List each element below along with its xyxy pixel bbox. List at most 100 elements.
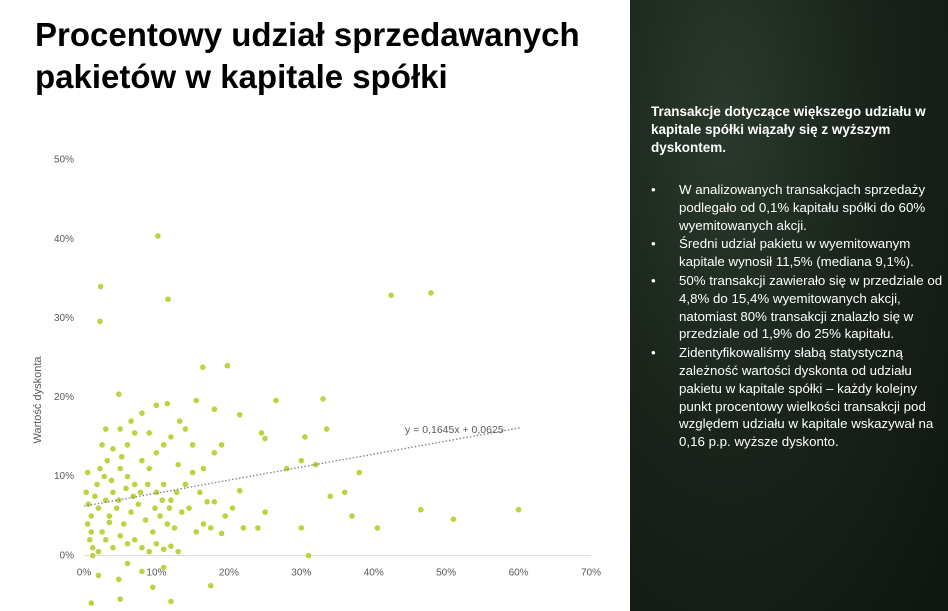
scatter-point: [160, 546, 167, 553]
scatter-point: [88, 600, 95, 606]
scatter-point: [146, 430, 152, 436]
scatter-point: [341, 489, 348, 496]
scatter-point: [113, 505, 120, 511]
scatter-point: [200, 465, 207, 472]
x-tick-label: 70%: [581, 567, 601, 578]
scatter-point: [131, 536, 138, 543]
scatter-point: [262, 509, 268, 515]
scatter-point: [139, 410, 145, 416]
y-tick-label: 10%: [54, 471, 74, 482]
scatter-point: [327, 493, 334, 500]
scatter-point: [88, 513, 95, 519]
scatter-point: [236, 411, 243, 418]
scatter-point: [84, 521, 91, 527]
scatter-point: [142, 517, 149, 523]
x-tick-label: 20%: [219, 567, 239, 578]
scatter-point: [182, 426, 189, 432]
x-tick-label: 30%: [291, 567, 311, 578]
scatter-point: [128, 418, 134, 424]
scatter-point: [211, 449, 218, 456]
scatter-point: [193, 529, 200, 535]
scatter-point: [298, 457, 305, 464]
scatter-point: [166, 505, 173, 511]
scatter-point: [298, 525, 305, 531]
scatter-point: [222, 513, 229, 519]
scatter-point: [88, 529, 95, 535]
bullet-item: Zidentyfikowaliśmy słabą statystyczną za…: [651, 344, 943, 451]
scatter-point: [155, 233, 161, 239]
x-tick-label: 40%: [364, 567, 384, 578]
bullet-list: W analizowanych transakcjach sprzedaży p…: [651, 181, 943, 452]
scatter-point: [99, 529, 105, 535]
scatter-point: [97, 318, 103, 325]
scatter-point: [106, 513, 113, 519]
scatter-point: [117, 533, 124, 539]
scatter-point: [97, 465, 103, 472]
scatter-point: [146, 548, 152, 555]
scatter-point: [130, 493, 137, 500]
scatter-point: [211, 406, 218, 413]
scatter-point: [153, 402, 160, 409]
scatter-point: [262, 435, 268, 442]
scatter-point: [144, 481, 151, 488]
scatter-point: [131, 481, 138, 488]
scatter-point: [388, 292, 394, 299]
scatter-point: [124, 540, 131, 547]
x-tick-label: 0%: [77, 567, 92, 578]
scatter-point: [160, 564, 167, 571]
scatter-point: [135, 501, 142, 507]
scatter-point: [117, 596, 124, 602]
scatter-point: [124, 473, 131, 480]
scatter-point: [106, 519, 113, 526]
scatter-point: [86, 536, 93, 543]
scatter-point: [258, 430, 265, 436]
side-panel: Transakcje dotyczące większego udziału w…: [630, 0, 948, 611]
scatter-point: [224, 362, 231, 369]
scatter-point: [193, 397, 200, 404]
y-tick-label: 20%: [54, 392, 74, 403]
scatter-point: [102, 536, 109, 543]
scatter-point: [117, 465, 124, 472]
scatter-point: [165, 296, 171, 303]
trendline-equation: y = 0,1645x + 0,0625: [405, 424, 504, 436]
scatter-point: [101, 473, 108, 480]
scatter-point: [211, 499, 218, 505]
scatter-point: [302, 434, 308, 440]
scatter-point: [173, 489, 180, 496]
scatter-point: [94, 481, 100, 488]
scatter-point: [164, 521, 171, 527]
scatter-point: [168, 598, 174, 605]
scatter-point: [115, 391, 122, 398]
scatter-point: [236, 487, 243, 494]
scatter-point: [108, 477, 115, 484]
scatter-point: [168, 497, 174, 504]
x-tick-label: 10%: [146, 567, 166, 578]
scatter-point: [168, 434, 174, 440]
scatter-point: [102, 497, 109, 504]
scatter-point: [95, 572, 102, 579]
scatter-point: [240, 525, 247, 531]
scatter-point: [150, 584, 156, 591]
scatter-point: [115, 576, 122, 583]
scatter-point: [171, 525, 178, 531]
scatter-point: [110, 544, 116, 551]
bullet-item: 50% transakcji zawierało się w przedzial…: [651, 272, 943, 343]
scatter-point: [139, 544, 145, 551]
scatter-point: [273, 397, 279, 404]
scatter-point: [450, 516, 457, 523]
trendline: [83, 427, 521, 507]
scatter-point: [182, 481, 189, 488]
scatter-point: [255, 525, 261, 531]
scatter-point: [139, 457, 145, 464]
scatter-point: [121, 521, 127, 527]
scatter-point: [152, 505, 158, 511]
scatter-point: [157, 513, 163, 519]
scatter-point: [89, 552, 96, 559]
scatter-point: [124, 442, 131, 448]
scatter-point: [207, 525, 214, 531]
scatter-point: [89, 544, 96, 551]
x-tick-label: 50%: [436, 567, 456, 578]
scatter-point: [178, 509, 185, 515]
scatter-point: [428, 290, 434, 296]
